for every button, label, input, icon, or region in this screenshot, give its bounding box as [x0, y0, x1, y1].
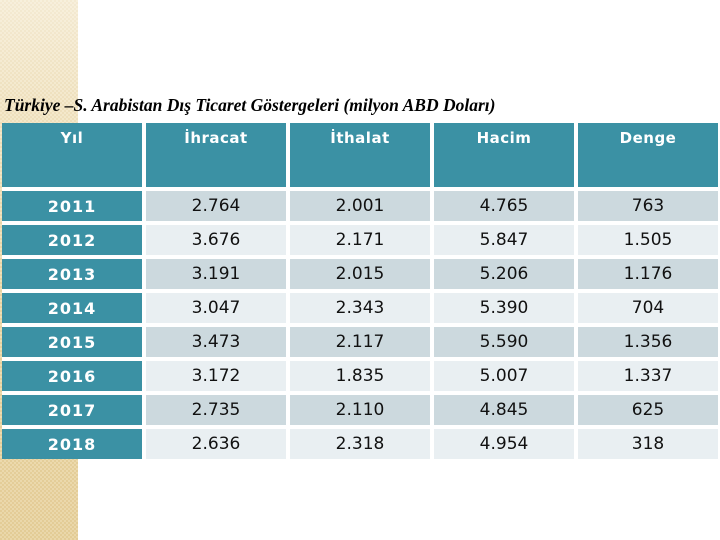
year-cell: 2017: [2, 395, 142, 425]
value-cell: 2.171: [290, 225, 430, 255]
value-cell: 2.001: [290, 191, 430, 221]
value-cell: 625: [578, 395, 718, 425]
value-cell: 4.765: [434, 191, 574, 221]
value-cell: 4.845: [434, 395, 574, 425]
value-cell: 2.343: [290, 293, 430, 323]
value-cell: 1.835: [290, 361, 430, 391]
value-cell: 3.676: [146, 225, 286, 255]
value-cell: 3.191: [146, 259, 286, 289]
value-cell: 704: [578, 293, 718, 323]
value-cell: 1.176: [578, 259, 718, 289]
value-cell: 1.356: [578, 327, 718, 357]
value-cell: 2.110: [290, 395, 430, 425]
value-cell: 763: [578, 191, 718, 221]
header-cell-hacim: Hacim: [434, 123, 574, 187]
value-cell: 3.473: [146, 327, 286, 357]
value-cell: 2.764: [146, 191, 286, 221]
value-cell: 3.172: [146, 361, 286, 391]
value-cell: 5.847: [434, 225, 574, 255]
header-cell-ithalat: İthalat: [290, 123, 430, 187]
value-cell: 1.505: [578, 225, 718, 255]
header-cell-denge: Denge: [578, 123, 718, 187]
year-cell: 2011: [2, 191, 142, 221]
value-cell: 2.015: [290, 259, 430, 289]
year-cell: 2018: [2, 429, 142, 459]
value-cell: 5.390: [434, 293, 574, 323]
value-cell: 5.007: [434, 361, 574, 391]
header-cell-yil: Yıl: [2, 123, 142, 187]
year-cell: 2012: [2, 225, 142, 255]
slide-title: Türkiye –S. Arabistan Dış Ticaret Göster…: [4, 95, 496, 115]
year-cell: 2014: [2, 293, 142, 323]
value-cell: 2.735: [146, 395, 286, 425]
value-cell: 3.047: [146, 293, 286, 323]
value-cell: 318: [578, 429, 718, 459]
year-cell: 2013: [2, 259, 142, 289]
value-cell: 5.206: [434, 259, 574, 289]
value-cell: 2.636: [146, 429, 286, 459]
year-cell: 2015: [2, 327, 142, 357]
value-cell: 1.337: [578, 361, 718, 391]
value-cell: 5.590: [434, 327, 574, 357]
year-cell: 2016: [2, 361, 142, 391]
value-cell: 2.117: [290, 327, 430, 357]
header-cell-ihracat: İhracat: [146, 123, 286, 187]
value-cell: 2.318: [290, 429, 430, 459]
trade-indicators-table: Yıl İhracat İthalat Hacim Denge 2011 2.7…: [2, 123, 718, 459]
value-cell: 4.954: [434, 429, 574, 459]
